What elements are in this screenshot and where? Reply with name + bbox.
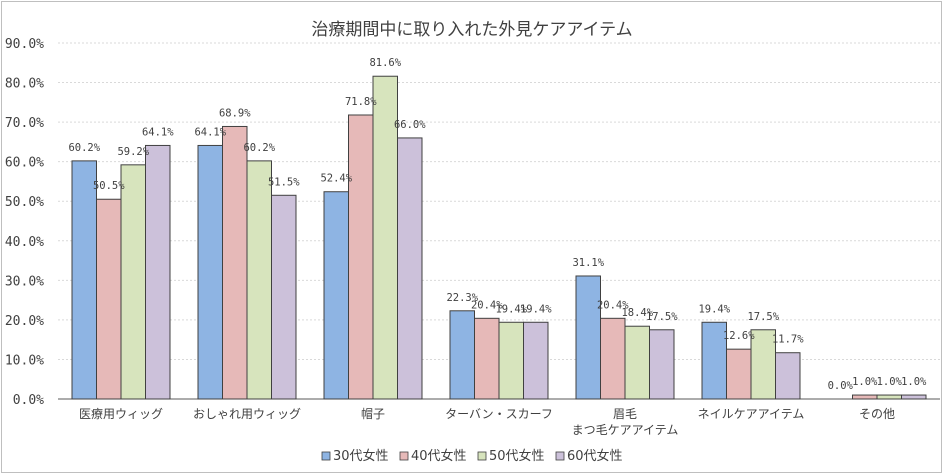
category-label: ネイルケアアイテム xyxy=(698,407,805,421)
bar xyxy=(348,114,374,400)
bar xyxy=(852,394,878,400)
data-label: 20.4% xyxy=(471,299,503,311)
category-label: ターバン・スカーフ xyxy=(445,407,553,421)
data-label: 19.4% xyxy=(698,303,730,315)
y-tick-label: 70.0% xyxy=(5,116,44,131)
y-tick-label: 50.0% xyxy=(5,195,44,210)
data-label: 19.4% xyxy=(495,303,527,315)
bar xyxy=(775,352,801,400)
y-tick-label: 40.0% xyxy=(5,235,44,250)
legend-swatch xyxy=(399,451,409,461)
y-tick-label: 90.0% xyxy=(5,37,44,52)
data-label: 22.3% xyxy=(446,292,478,304)
y-tick-label: 60.0% xyxy=(5,156,44,171)
data-label: 11.7% xyxy=(772,334,804,346)
data-label: 18.4% xyxy=(621,307,653,319)
bar xyxy=(372,75,398,400)
legend-label: 60代女性 xyxy=(567,448,623,464)
bar xyxy=(498,321,524,400)
legend-label: 40代女性 xyxy=(411,448,467,464)
y-tick-label: 80.0% xyxy=(5,77,44,92)
category-label: まつ毛ケアアイテム xyxy=(572,423,679,437)
chart-title: 治療期間中に取り入れた外見ケアアイテム xyxy=(311,20,632,40)
bar xyxy=(523,321,549,400)
y-tick-label: 10.0% xyxy=(5,353,44,368)
bar xyxy=(397,137,423,400)
data-label: 60.2% xyxy=(243,142,275,154)
bar xyxy=(271,194,297,400)
bar xyxy=(120,164,146,400)
bars xyxy=(71,75,927,400)
data-label: 71.8% xyxy=(345,96,377,108)
legend-label: 50代女性 xyxy=(489,448,545,464)
data-label: 1.0% xyxy=(901,376,927,388)
bar xyxy=(726,348,752,400)
bar xyxy=(145,144,171,400)
legend-swatch xyxy=(321,451,331,461)
data-label: 17.5% xyxy=(646,311,678,323)
bar xyxy=(71,160,97,400)
bar xyxy=(701,321,727,400)
bar xyxy=(575,275,601,400)
legend: 30代女性 40代女性 50代女性 60代女性 xyxy=(321,448,623,464)
category-label: おしゃれ用ウィッグ xyxy=(193,407,301,421)
data-label: 60.2% xyxy=(68,142,100,154)
category-label: その他 xyxy=(859,407,895,421)
legend-swatch xyxy=(555,451,565,461)
bar xyxy=(876,394,902,400)
y-tick-label: 0.0% xyxy=(13,393,44,408)
bar xyxy=(600,317,626,400)
data-label: 51.5% xyxy=(268,176,300,188)
bar xyxy=(474,317,500,400)
data-label: 50.5% xyxy=(93,180,125,192)
data-label: 1.0% xyxy=(852,376,878,388)
category-label: 帽子 xyxy=(361,406,385,421)
y-tick-label: 30.0% xyxy=(5,274,44,289)
data-label: 81.6% xyxy=(369,57,401,69)
legend-label: 30代女性 xyxy=(333,448,389,464)
data-label: 19.4% xyxy=(520,303,552,315)
legend-swatch xyxy=(477,451,487,461)
data-label: 64.1% xyxy=(142,126,174,138)
data-label: 17.5% xyxy=(747,311,779,323)
bar xyxy=(222,125,248,400)
bar xyxy=(96,198,122,400)
data-label: 0.0% xyxy=(828,380,854,392)
bar xyxy=(197,144,223,400)
data-label: 59.2% xyxy=(117,146,149,158)
y-tick-label: 20.0% xyxy=(5,314,44,329)
bar xyxy=(323,191,349,400)
bar xyxy=(901,394,927,400)
data-label: 68.9% xyxy=(219,107,251,119)
data-label: 12.6% xyxy=(723,330,755,342)
bar xyxy=(624,325,650,400)
data-label: 52.4% xyxy=(320,173,352,185)
data-label: 64.1% xyxy=(194,126,226,138)
bar xyxy=(750,329,776,400)
data-label: 1.0% xyxy=(877,376,903,388)
y-axis-ticks: 0.0% 10.0% 20.0% 30.0% 40.0% 50.0% 60.0% 70.0% 8… xyxy=(5,37,44,408)
bar xyxy=(449,310,475,400)
data-labels: 60.2% 50.5% 59.2% 64.1% 64.1% 68.9% 60.2% 51.5%… xyxy=(68,57,927,392)
category-label: 眉毛 xyxy=(613,407,637,421)
bar xyxy=(246,160,272,400)
data-label: 66.0% xyxy=(394,119,426,131)
data-label: 31.1% xyxy=(572,257,604,269)
bar xyxy=(649,329,675,400)
data-label: 20.4% xyxy=(597,299,629,311)
category-label: 医療用ウィッグ xyxy=(79,407,163,421)
